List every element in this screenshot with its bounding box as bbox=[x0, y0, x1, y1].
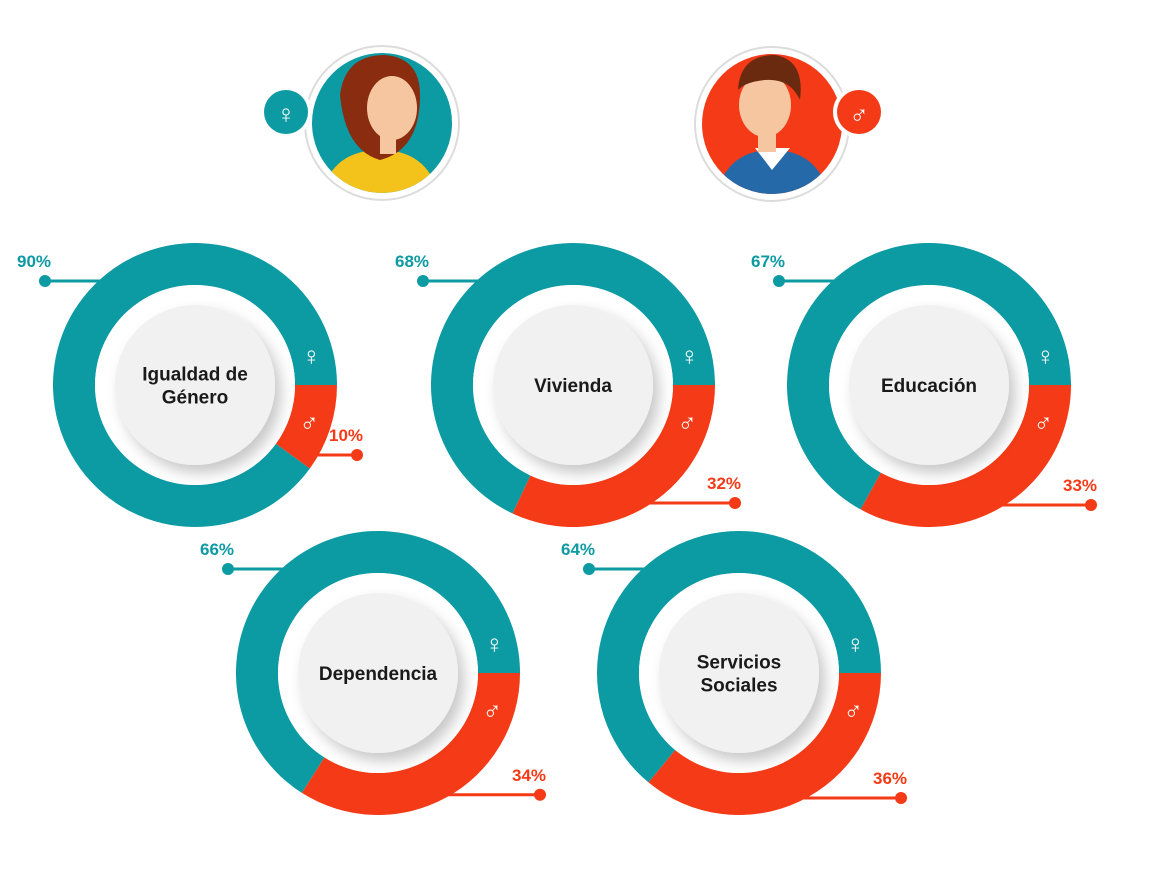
female-segment bbox=[787, 242, 1071, 510]
female-segment bbox=[52, 243, 337, 528]
svg-text:♂: ♂ bbox=[849, 99, 869, 129]
female-symbol-icon: ♀ bbox=[846, 629, 866, 659]
female-segment bbox=[597, 530, 881, 783]
male-callout-dot bbox=[895, 792, 907, 805]
male-percent-label: 34% bbox=[512, 766, 546, 785]
female-callout-dot bbox=[773, 275, 785, 287]
female-callout-dot bbox=[39, 275, 51, 287]
donut-chart: Educación ♀ ♂ 67% 33% bbox=[751, 242, 1097, 527]
male-symbol-icon: ♂ bbox=[843, 695, 863, 725]
center-disc bbox=[115, 305, 275, 465]
donut-center-label: Servicios bbox=[697, 653, 782, 674]
donut-center-label: Vivienda bbox=[534, 376, 612, 397]
male-symbol-icon: ♂ bbox=[482, 695, 502, 725]
male-badge-icon: ♂ bbox=[833, 86, 885, 138]
female-callout-dot bbox=[222, 563, 234, 575]
female-percent-label: 90% bbox=[17, 252, 51, 271]
male-segment bbox=[512, 385, 715, 527]
female-symbol-icon: ♀ bbox=[485, 629, 505, 659]
female-symbol-icon: ♀ bbox=[680, 341, 700, 371]
male-segment bbox=[275, 385, 337, 469]
donut-chart: Dependencia ♀ ♂ 66% 34% bbox=[200, 531, 546, 815]
female-symbol-icon: ♀ bbox=[1036, 341, 1056, 371]
female-percent-label: 66% bbox=[200, 540, 234, 559]
female-segment bbox=[235, 531, 520, 793]
male-callout-dot bbox=[1085, 498, 1097, 511]
female-symbol-icon: ♀ bbox=[302, 341, 322, 371]
center-disc bbox=[493, 305, 653, 465]
center-disc bbox=[849, 305, 1009, 465]
male-segment bbox=[648, 673, 881, 815]
svg-text:♀: ♀ bbox=[276, 99, 296, 129]
donut-chart: Vivienda ♀ ♂ 68% 32% bbox=[395, 242, 741, 527]
donut-center-label: Género bbox=[162, 388, 229, 409]
male-callout-dot bbox=[351, 449, 363, 461]
donut-center-label: Sociales bbox=[700, 676, 777, 697]
female-badge-icon: ♀ bbox=[260, 86, 312, 138]
male-callout-dot bbox=[534, 788, 546, 801]
male-callout-dot bbox=[729, 496, 741, 509]
man-avatar-icon bbox=[694, 46, 850, 202]
male-percent-label: 33% bbox=[1063, 476, 1097, 495]
male-segment bbox=[301, 673, 520, 815]
female-percent-label: 64% bbox=[561, 540, 595, 559]
center-disc bbox=[659, 593, 819, 753]
male-percent-label: 36% bbox=[873, 769, 907, 788]
male-symbol-icon: ♂ bbox=[677, 407, 697, 437]
donut-center-label: Dependencia bbox=[319, 664, 438, 685]
center-disc bbox=[298, 593, 458, 753]
male-symbol-icon: ♂ bbox=[1033, 407, 1053, 437]
donut-center-label: Educación bbox=[881, 376, 977, 397]
female-segment bbox=[431, 242, 715, 514]
female-percent-label: 68% bbox=[395, 252, 429, 271]
female-percent-label: 67% bbox=[751, 252, 785, 271]
female-callout-dot bbox=[583, 563, 595, 575]
female-callout-dot bbox=[417, 275, 429, 287]
male-symbol-icon: ♂ bbox=[299, 407, 319, 437]
male-percent-label: 32% bbox=[707, 474, 741, 493]
male-percent-label: 10% bbox=[329, 426, 363, 445]
male-segment bbox=[860, 385, 1071, 527]
donut-center-label: Igualdad de bbox=[142, 365, 248, 386]
woman-avatar-icon bbox=[304, 45, 460, 201]
